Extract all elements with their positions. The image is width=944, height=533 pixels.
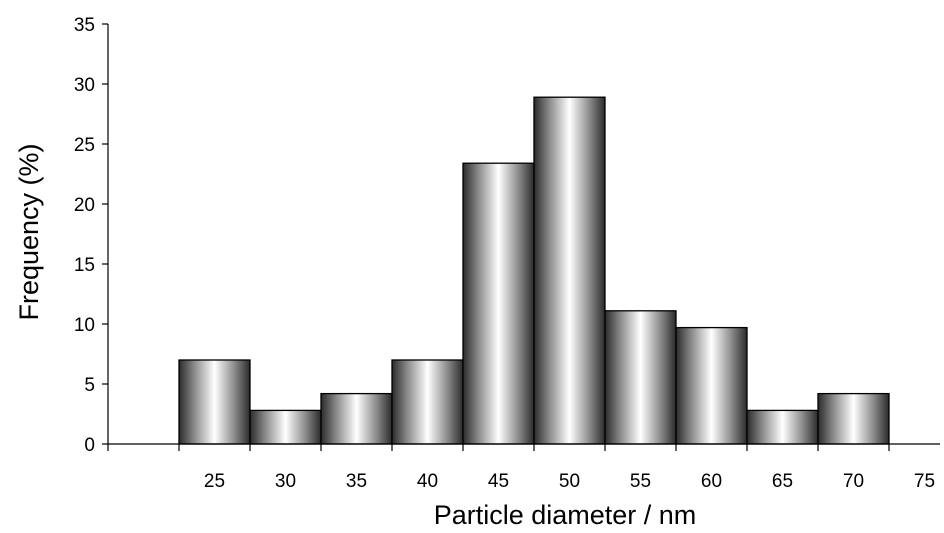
bar-45 (462, 162, 535, 445)
y-axis: 0 5 10 15 20 25 30 35 (74, 15, 109, 456)
bar-group (178, 96, 890, 445)
x-tick-label: 55 (630, 471, 651, 492)
bar-35 (320, 392, 393, 445)
x-tick-label: 65 (772, 471, 793, 492)
x-tick-label: 40 (417, 471, 438, 492)
x-axis: 25 30 35 40 45 50 55 60 65 70 75 (107, 443, 940, 492)
y-tick-label: 25 (74, 135, 95, 156)
y-tick-label: 20 (74, 195, 95, 216)
bar-40 (391, 359, 464, 445)
y-tick-label: 15 (74, 255, 95, 276)
x-tick-label: 60 (701, 471, 722, 492)
bar-50 (533, 96, 606, 445)
y-tick-label: 30 (74, 75, 95, 96)
bar-30 (249, 409, 322, 445)
y-tick-label: 5 (84, 375, 95, 396)
x-axis-title: Particle diameter / nm (434, 500, 697, 530)
bar-70 (817, 392, 890, 445)
bar-65 (746, 409, 819, 445)
x-tick-label: 35 (346, 471, 367, 492)
y-axis-title: Frequency (%) (14, 143, 44, 320)
x-tick-label: 70 (843, 471, 864, 492)
bar-60 (675, 326, 748, 445)
x-tick-label: 50 (559, 471, 580, 492)
x-tick-label: 45 (488, 471, 509, 492)
x-tick-label: 25 (204, 471, 225, 492)
bar-25 (178, 359, 251, 445)
y-tick-label: 10 (74, 315, 95, 336)
bar-55 (604, 310, 677, 445)
x-tick-label: 30 (275, 471, 296, 492)
y-tick-label: 0 (84, 435, 95, 456)
x-tick-label: 75 (914, 471, 935, 492)
y-tick-label: 35 (74, 15, 95, 36)
